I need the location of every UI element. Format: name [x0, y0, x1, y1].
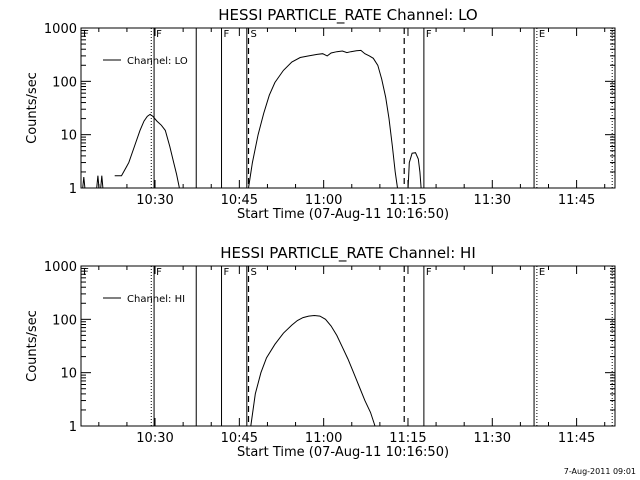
series-line [407, 152, 422, 189]
hi-channel-panel: HESSI PARTICLE_RATE Channel: HI 10:30 10:4… [25, 244, 616, 460]
x-tick-label: 10:30 [136, 193, 173, 208]
event-marker-label: S [251, 29, 257, 40]
event-marker-label: F [83, 29, 89, 40]
x-tick-label: 11:15 [389, 431, 426, 446]
legend-entry: Channel: HI [127, 294, 185, 305]
y-axis-label: Counts/sec [25, 310, 40, 382]
series-line [96, 175, 100, 189]
legend-entry: Channel: LO [127, 56, 188, 67]
event-marker-label: F [224, 29, 230, 40]
series-line [114, 113, 180, 189]
event-marker-label: F [224, 267, 230, 278]
event-marker-label: F [156, 267, 162, 278]
plot-frame [80, 27, 616, 189]
series-line [100, 175, 104, 189]
x-tick-label: 11:00 [305, 431, 342, 446]
x-axis-label: Start Time (07-Aug-11 10:16:50) [237, 445, 449, 460]
plot-timestamp: 7-Aug-2011 09:01 [564, 467, 636, 476]
series-line [82, 177, 86, 189]
y-tick-label: 10 [60, 129, 77, 144]
x-axis-label: Start Time (07-Aug-11 10:16:50) [237, 207, 449, 222]
x-tick-label: 11:30 [474, 193, 511, 208]
x-tick-label: 11:15 [389, 193, 426, 208]
x-tick-label: 11:00 [305, 193, 342, 208]
event-marker-label: F [83, 267, 89, 278]
plot-frame [80, 265, 616, 427]
y-tick-label: 1000 [44, 22, 77, 37]
lo-channel-panel: HESSI PARTICLE_RATE Channel: LO 10:30 10:4… [25, 6, 616, 222]
y-tick-label: 10 [60, 367, 77, 382]
series-line [248, 49, 398, 189]
y-tick-label: 1 [69, 420, 77, 435]
chart-title: HESSI PARTICLE_RATE Channel: LO [218, 6, 477, 25]
event-marker-label: E [539, 267, 545, 278]
y-tick-label: 100 [52, 75, 77, 90]
chart-title: HESSI PARTICLE_RATE Channel: HI [220, 244, 476, 263]
x-tick-label: 10:45 [221, 193, 258, 208]
x-tick-label: 11:45 [558, 193, 595, 208]
y-tick-label: 100 [52, 313, 77, 328]
y-tick-label: 1000 [44, 260, 77, 275]
series-line [250, 314, 376, 427]
x-tick-label: 10:30 [136, 431, 173, 446]
x-tick-label: 11:45 [558, 431, 595, 446]
event-marker-label: F [156, 29, 162, 40]
event-marker-label: E [539, 29, 545, 40]
event-marker-label: F [426, 267, 432, 278]
event-marker-label: F [426, 29, 432, 40]
x-tick-label: 11:30 [474, 431, 511, 446]
x-tick-label: 10:45 [221, 431, 258, 446]
y-axis-label: Counts/sec [25, 72, 40, 144]
y-tick-label: 1 [69, 182, 77, 197]
event-marker-label: S [251, 267, 257, 278]
